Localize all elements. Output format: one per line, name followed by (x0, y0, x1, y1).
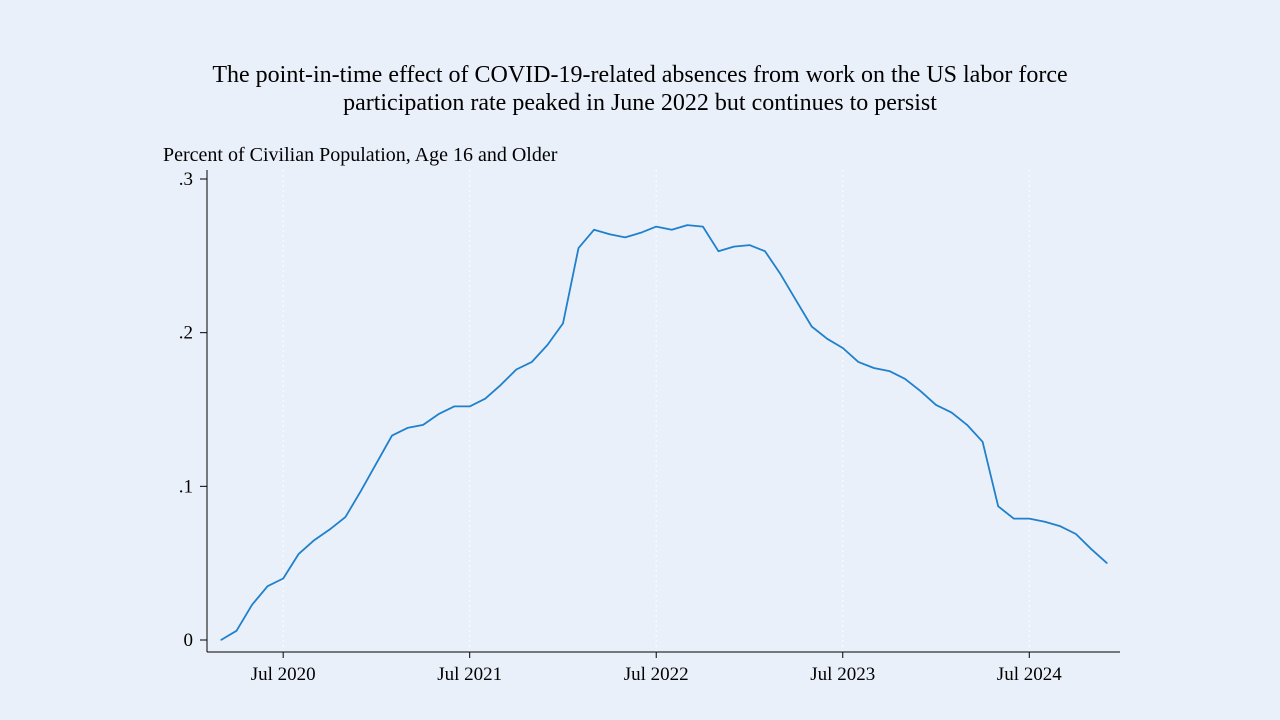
data-point-0-56 (1090, 548, 1093, 550)
data-point-0-27 (640, 232, 642, 234)
data-point-0-45 (919, 390, 922, 392)
y-tick-label-1: .1 (179, 476, 193, 497)
data-point-0-36 (779, 273, 782, 275)
data-point-0-2 (251, 604, 253, 606)
axes-layer (206, 170, 1120, 653)
data-point-0-53 (1044, 521, 1046, 523)
data-point-0-5 (298, 553, 300, 555)
data-point-0-43 (888, 370, 890, 372)
data-point-0-7 (329, 528, 331, 530)
data-point-0-15 (453, 405, 455, 408)
data-point-0-6 (313, 539, 315, 541)
data-point-0-21 (546, 344, 549, 346)
data-point-0-20 (531, 361, 533, 363)
x-tick-label-3: Jul 2023 (810, 664, 875, 685)
data-point-0-46 (935, 404, 937, 406)
data-point-0-25 (608, 233, 611, 235)
data-point-0-24 (593, 229, 595, 231)
chart-title-line-1: The point-in-time effect of COVID-19-rel… (212, 62, 1067, 88)
x-tick-label-1: Jul 2021 (437, 664, 502, 685)
data-point-0-22 (562, 322, 564, 325)
data-point-0-4 (282, 577, 284, 580)
data-point-0-32 (717, 250, 720, 252)
data-point-0-44 (904, 378, 906, 380)
data-point-0-26 (624, 236, 626, 238)
x-tick-label-2: Jul 2022 (624, 664, 689, 685)
grid-layer (282, 170, 1030, 652)
data-point-0-34 (748, 244, 751, 246)
series-layer (220, 224, 1108, 641)
data-point-0-31 (702, 226, 704, 228)
data-point-0-40 (842, 347, 844, 349)
y-tick-label-2: .2 (179, 323, 193, 344)
data-point-0-11 (391, 435, 393, 437)
chart-title-line-2: participation rate peaked in June 2022 b… (343, 90, 937, 116)
data-point-0-57 (1106, 562, 1108, 564)
ticks-layer: 0 .1 .2 .3 Jul 2020 Jul 2021 Jul 2022 Jul 2023 J… (179, 169, 1062, 685)
y-tick-label-3: .3 (179, 169, 193, 190)
data-point-0-29 (671, 229, 673, 231)
series-line-0 (220, 224, 1108, 641)
data-point-0-48 (966, 424, 968, 426)
data-point-0-17 (484, 398, 486, 400)
data-point-0-33 (733, 246, 735, 248)
data-point-0-39 (826, 338, 828, 340)
data-point-0-13 (422, 424, 424, 426)
data-point-0-14 (438, 413, 440, 415)
y-axis-title: Percent of Civilian Population, Age 16 a… (163, 144, 558, 166)
data-point-0-1 (235, 630, 238, 632)
data-point-0-50 (997, 505, 999, 507)
data-point-0-47 (950, 411, 953, 414)
data-point-0-30 (686, 224, 688, 226)
x-tick-label-4: Jul 2024 (997, 664, 1062, 685)
data-point-0-19 (515, 368, 517, 371)
data-point-0-3 (267, 585, 269, 587)
data-point-0-23 (577, 247, 580, 249)
data-point-0-42 (873, 367, 875, 369)
data-point-0-9 (360, 490, 362, 492)
data-point-0-16 (469, 405, 471, 408)
data-point-0-12 (406, 427, 409, 429)
data-point-0-10 (375, 462, 378, 464)
y-tick-label-0: 0 (184, 630, 194, 651)
x-tick-label-0: Jul 2020 (251, 664, 316, 685)
data-point-0-0 (220, 639, 222, 641)
data-point-0-54 (1059, 525, 1061, 527)
data-point-0-51 (1013, 518, 1015, 520)
data-point-0-49 (982, 441, 984, 443)
data-point-0-55 (1075, 533, 1077, 535)
data-point-0-52 (1028, 518, 1030, 520)
data-point-0-35 (764, 250, 766, 252)
data-point-0-41 (857, 361, 859, 363)
data-point-0-37 (795, 299, 797, 301)
data-point-0-18 (500, 384, 502, 386)
data-point-0-38 (811, 325, 813, 328)
data-point-0-8 (344, 516, 346, 518)
data-point-0-28 (655, 226, 657, 228)
